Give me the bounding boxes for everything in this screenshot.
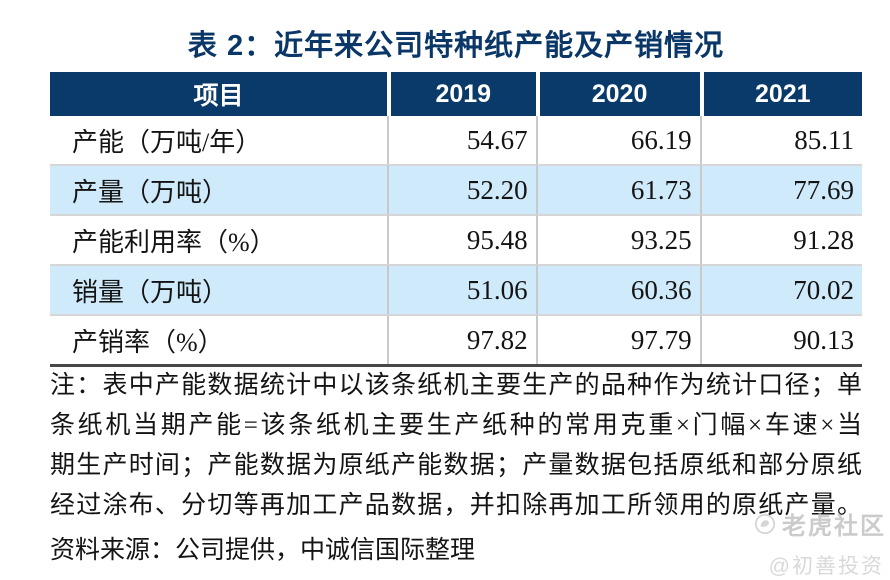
cell-value: 70.02 — [699, 264, 862, 314]
cell-value: 97.79 — [535, 314, 700, 364]
header-row: 项目 2019 2020 2021 — [50, 72, 862, 116]
footnote-line: 期生产时间；产能数据为原纸产能数据；产量数据包括原纸和部分原纸 — [50, 452, 862, 479]
cell-value: 90.13 — [699, 314, 862, 364]
row-label: 产能利用率（%） — [50, 214, 387, 264]
cell-value: 77.69 — [699, 164, 862, 214]
row-label: 产销率（%） — [50, 314, 387, 364]
cell-value: 51.06 — [386, 264, 536, 314]
cell-value: 91.28 — [699, 214, 862, 264]
table-row-sales-volume: 销量（万吨） 51.06 60.36 70.02 — [50, 264, 862, 314]
table-row-utilization: 产能利用率（%） 95.48 93.25 91.28 — [50, 214, 862, 264]
cell-value: 93.25 — [535, 214, 700, 264]
col-header-item: 项目 — [50, 72, 387, 116]
cell-value: 54.67 — [386, 116, 536, 164]
cell-value: 52.20 — [386, 164, 536, 214]
tiger-community-logo-icon — [754, 513, 776, 535]
cell-value: 85.11 — [699, 116, 862, 164]
row-label: 产量（万吨） — [50, 164, 387, 214]
table-row-sales-ratio: 产销率（%） 97.82 97.79 90.13 — [50, 314, 862, 364]
source-line: 资料来源：公司提供，中诚信国际整理 — [50, 537, 476, 564]
footnote-line: 经过涂布、分切等再加工产品数据，并扣除再加工所领用的原纸产量。 — [50, 492, 862, 519]
footnote-line: 条纸机当期产能=该条纸机主要生产纸种的常用克重×门幅×车速×当 — [50, 412, 862, 439]
table-row-output: 产量（万吨） 52.20 61.73 77.69 — [50, 164, 862, 214]
table-row-capacity: 产能（万吨/年） 54.67 66.19 85.11 — [50, 116, 862, 164]
cell-value: 95.48 — [386, 214, 536, 264]
cell-value: 60.36 — [535, 264, 700, 314]
watermark-community-label: 老虎社区 — [782, 513, 886, 540]
cell-value: 97.82 — [386, 314, 536, 364]
cell-value: 66.19 — [535, 116, 700, 164]
watermark: 老虎社区 @初善投资 — [754, 506, 886, 580]
table-footnote: 注：表中产能数据统计中以该条纸机主要生产的品种作为统计口径；单 条纸机当期产能=… — [50, 366, 862, 526]
row-label: 产能（万吨/年） — [50, 116, 387, 164]
cell-value: 61.73 — [535, 164, 700, 214]
capacity-production-table: 项目 2019 2020 2021 产能（万吨/年） 54.67 66.19 8… — [50, 72, 862, 367]
row-label: 销量（万吨） — [50, 264, 387, 314]
col-header-2019: 2019 — [386, 72, 536, 116]
table-title: 表 2：近年来公司特种纸产能及产销情况 — [187, 30, 725, 62]
col-header-2021: 2021 — [699, 72, 862, 116]
footnote-line: 注：表中产能数据统计中以该条纸机主要生产的品种作为统计口径；单 — [50, 372, 862, 399]
col-header-2020: 2020 — [535, 72, 700, 116]
watermark-handle: @初善投资 — [768, 555, 884, 578]
